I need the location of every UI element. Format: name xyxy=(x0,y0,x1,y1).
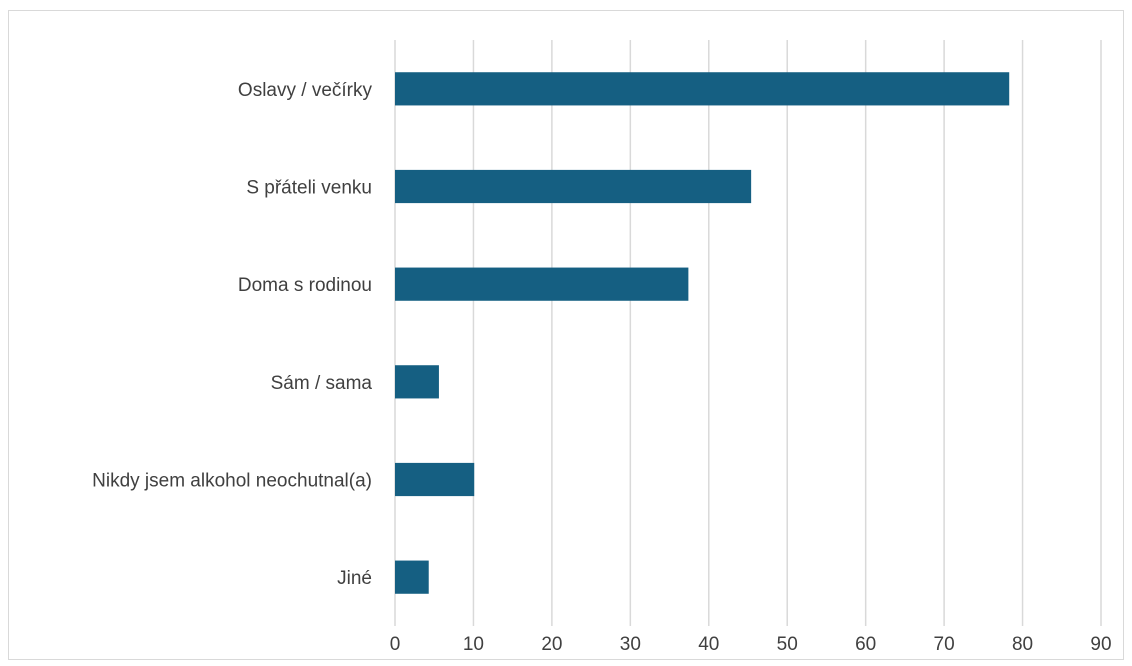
bar xyxy=(395,267,689,301)
x-tick-label: 30 xyxy=(620,634,641,655)
x-tick-label: 10 xyxy=(463,634,484,655)
x-tick-label: 50 xyxy=(777,634,798,655)
x-tick-label: 60 xyxy=(855,634,876,655)
bar xyxy=(395,560,429,594)
category-label: Oslavy / večírky xyxy=(238,80,373,101)
x-tick-label: 40 xyxy=(698,634,719,655)
x-tick-label: 80 xyxy=(1012,634,1033,655)
gridlines xyxy=(394,40,1102,626)
chart-frame xyxy=(8,10,1124,660)
category-label: Sám / sama xyxy=(271,373,373,394)
x-tick-label: 70 xyxy=(934,634,955,655)
x-tick-label: 20 xyxy=(541,634,562,655)
category-labels: Oslavy / večírky S přáteli venku Doma s ro… xyxy=(92,80,372,589)
category-label: S přáteli venku xyxy=(246,178,372,199)
category-label: Nikdy jsem alkohol neochutnal(a) xyxy=(92,471,372,492)
bar xyxy=(395,169,752,204)
bar xyxy=(395,365,439,399)
x-tick-label: 0 xyxy=(390,634,401,655)
x-tick-label: 90 xyxy=(1090,634,1111,655)
bar xyxy=(395,462,475,497)
bar xyxy=(395,72,1010,106)
category-label: Jiné xyxy=(337,568,372,589)
x-tick-labels: 0 10 20 30 40 50 60 70 80 90 xyxy=(390,634,1112,655)
bars xyxy=(395,72,1010,594)
category-label: Doma s rodinou xyxy=(238,275,372,296)
